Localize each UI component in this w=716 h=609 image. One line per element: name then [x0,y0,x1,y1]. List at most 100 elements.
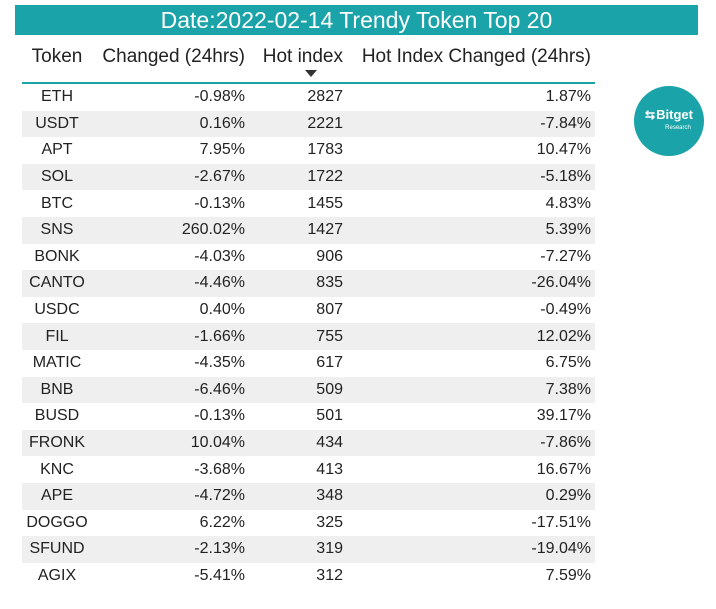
cell-changed: -4.46% [92,270,249,297]
cell-hot-index: 434 [249,429,347,457]
cell-token: BTC [41,194,73,212]
cell-hot-index-changed: 39.17% [536,407,591,425]
table-row: SOL -2.67% 1722 -5.18% [22,163,595,191]
cell-hot-index: 501 [316,407,343,425]
cell-changed: -4.03% [194,247,245,265]
cell-changed: 260.02% [92,216,249,244]
table-row: USDT 0.16% 2221 -7.84% [22,110,595,138]
cell-hot-index: 509 [249,376,347,404]
cell-hot-index-changed: 16.67% [536,460,591,478]
cell-changed: -4.72% [92,482,249,510]
cell-hot-index-changed: -26.04% [347,270,595,297]
cell-hot-index-changed: 1.87% [545,88,591,106]
table-row: USDC 0.40% 807 -0.49% [22,297,595,324]
cell-hot-index: 1722 [249,163,347,191]
cell-hot-index-changed: 10.47% [536,141,591,159]
logo-sub-text: Research [665,125,691,131]
cell-changed: -0.98% [194,88,245,106]
cell-changed: -6.46% [92,376,249,404]
cell-hot-index-changed: 5.39% [347,216,595,244]
trendy-token-table: Token Changed (24hrs) Hot index Hot Inde… [22,42,595,589]
cell-hot-index: 906 [316,247,343,265]
cell-hot-index-changed: -7.27% [540,247,591,265]
sort-down-icon[interactable] [305,70,317,77]
cell-hot-index-changed: 12.02% [347,323,595,350]
cell-hot-index: 413 [316,460,343,478]
cell-hot-index: 755 [249,323,347,350]
cell-changed: -1.66% [92,323,249,350]
cell-hot-index-changed: -7.84% [347,110,595,138]
cell-hot-index-changed: 6.75% [545,354,591,372]
header-row: Token Changed (24hrs) Hot index Hot Inde… [22,42,595,72]
cell-token: ETH [41,88,73,106]
table-row: BNB -6.46% 509 7.38% [22,376,595,404]
cell-hot-index: 1455 [307,194,343,212]
cell-changed: -3.68% [194,460,245,478]
cell-token: USDC [34,301,80,319]
cell-changed: 0.40% [199,301,245,319]
cell-changed: -0.13% [194,407,245,425]
cell-hot-index-changed: 0.29% [347,482,595,510]
cell-hot-index-changed: -7.86% [347,429,595,457]
cell-token: AGIX [37,566,77,584]
cell-changed: -4.35% [194,354,245,372]
cell-hot-index: 319 [249,536,347,563]
cell-hot-index-changed: -5.18% [347,163,595,191]
table-row: SNS 260.02% 1427 5.39% [22,216,595,244]
cell-changed: -2.13% [92,536,249,563]
cell-token: KNC [40,460,74,478]
column-header-changed[interactable]: Changed (24hrs) [102,46,245,67]
cell-changed: -2.67% [92,163,249,191]
cell-token: BNB [22,376,92,404]
column-header-hot-index-changed[interactable]: Hot Index Changed (24hrs) [361,46,591,67]
table-row: BONK -4.03% 906 -7.27% [22,244,595,271]
cell-hot-index: 312 [316,566,343,584]
cell-token: FRONK [22,429,92,457]
table-row: SFUND -2.13% 319 -19.04% [22,536,595,563]
cell-token: DOGGO [26,513,88,531]
cell-hot-index-changed: 7.38% [347,376,595,404]
bitget-logo-icon: ⇆ [645,108,656,122]
cell-hot-index: 2221 [249,110,347,138]
table-row: CANTO -4.46% 835 -26.04% [22,270,595,297]
cell-changed: -5.41% [194,566,245,584]
cell-token: MATIC [32,354,82,372]
cell-hot-index: 348 [249,482,347,510]
cell-token: SNS [22,216,92,244]
cell-hot-index: 835 [249,270,347,297]
cell-hot-index: 1783 [307,141,343,159]
column-header-hot-index[interactable]: Hot index [262,46,343,67]
cell-hot-index: 2827 [307,88,343,106]
table-row: FIL -1.66% 755 12.02% [22,323,595,350]
cell-hot-index: 1427 [249,216,347,244]
cell-token: FIL [22,323,92,350]
table-row: ETH -0.98% 2827 1.87% [22,83,595,111]
cell-changed: 0.16% [92,110,249,138]
cell-token: CANTO [22,270,92,297]
cell-hot-index-changed: 7.59% [545,566,591,584]
table-row: AGIX -5.41% 312 7.59% [22,563,595,590]
cell-hot-index: 325 [316,513,343,531]
table-row: APE -4.72% 348 0.29% [22,482,595,510]
cell-token: BUSD [34,407,80,425]
cell-changed: 6.22% [199,513,245,531]
cell-hot-index-changed: -19.04% [347,536,595,563]
table-row: MATIC -4.35% 617 6.75% [22,350,595,377]
cell-hot-index-changed: -0.49% [540,301,591,319]
cell-changed: 7.95% [199,141,245,159]
table-row: KNC -3.68% 413 16.67% [22,456,595,483]
table-row: FRONK 10.04% 434 -7.86% [22,429,595,457]
bitget-research-logo: ⇆Bitget Research [634,86,704,156]
cell-hot-index: 617 [316,354,343,372]
table-row: DOGGO 6.22% 325 -17.51% [22,510,595,537]
column-header-token[interactable]: Token [31,46,83,67]
logo-brand-text: Bitget [656,107,693,122]
table-row: BUSD -0.13% 501 39.17% [22,403,595,430]
cell-hot-index-changed: -17.51% [531,513,591,531]
cell-token: USDT [22,110,92,138]
cell-token: APE [22,482,92,510]
cell-hot-index-changed: 4.83% [545,194,591,212]
cell-token: SOL [22,163,92,191]
sort-indicator-row [22,70,595,84]
cell-changed: 10.04% [92,429,249,457]
